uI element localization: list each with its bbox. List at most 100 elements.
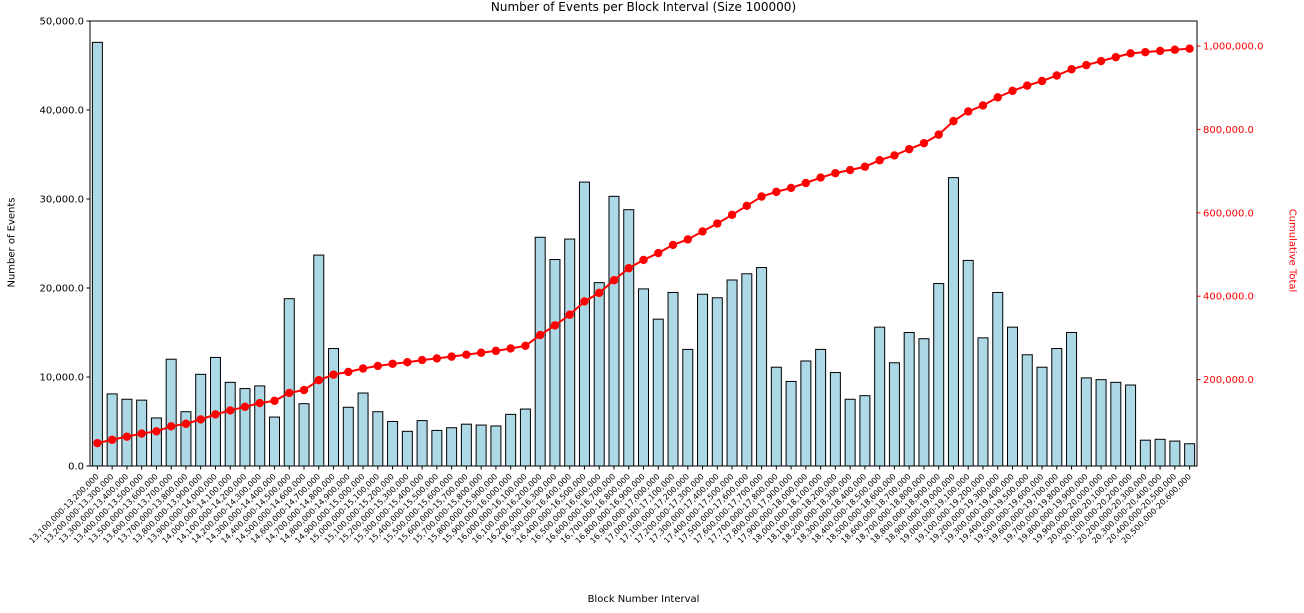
bar [593, 282, 605, 467]
bar [298, 403, 310, 467]
left-tick-label: 30,000.0 [39, 195, 84, 206]
left-tick-label: 0.0 [68, 462, 84, 473]
bar [1095, 379, 1107, 467]
bar [844, 398, 856, 467]
cumulative-point [757, 192, 766, 201]
cumulative-point [919, 138, 929, 148]
cumulative-point [949, 116, 958, 126]
cumulative-point [624, 264, 633, 273]
bar [947, 177, 959, 467]
bar [505, 413, 517, 467]
cumulative-point [580, 297, 589, 306]
bar [667, 291, 679, 467]
cumulative-point [299, 385, 309, 395]
cumulative-point [358, 364, 368, 373]
bar [977, 337, 989, 467]
cumulative-point [521, 341, 530, 350]
bar [372, 411, 384, 467]
bar [1080, 377, 1092, 467]
cumulative-point [1008, 86, 1017, 96]
bar [918, 338, 930, 467]
bar [283, 298, 295, 467]
bar [534, 236, 546, 467]
bar [416, 420, 428, 467]
cumulative-point [816, 173, 825, 182]
bar [1007, 326, 1018, 467]
bar [564, 238, 576, 467]
cumulative-point [639, 255, 648, 265]
bar [992, 291, 1004, 467]
cumulative-point [993, 93, 1002, 102]
cumulative-point [1023, 81, 1032, 90]
left-tick-label: 10,000.0 [39, 373, 84, 384]
left-tick-label: 50,000.0 [39, 17, 84, 28]
bar [328, 348, 340, 467]
cumulative-point [388, 359, 397, 369]
axes-frame [89, 20, 1198, 467]
cumulative-point [713, 219, 722, 228]
cumulative-point [550, 321, 560, 330]
cumulative-point [255, 398, 264, 408]
bar [888, 362, 900, 467]
cumulative-point [285, 388, 294, 398]
bar [490, 425, 502, 467]
bar [1051, 348, 1063, 467]
cumulative-point [181, 419, 191, 428]
cumulative-point [860, 162, 870, 171]
cumulative-point [875, 156, 884, 165]
cumulative-point [904, 144, 914, 154]
bar [697, 293, 709, 467]
cumulative-point [373, 361, 383, 371]
bar [254, 385, 266, 467]
bar [800, 360, 812, 467]
cumulative-point [506, 344, 515, 353]
bar [165, 358, 177, 467]
right-tick-label: 600,000.0 [1203, 208, 1254, 219]
bar [1021, 354, 1033, 467]
cumulative-point [654, 248, 663, 258]
cumulative-point [93, 438, 102, 448]
bar [475, 424, 487, 467]
bar [313, 254, 325, 467]
bar [638, 288, 649, 467]
bar [519, 408, 531, 467]
cumulative-point [137, 429, 146, 438]
bar [387, 421, 399, 467]
bar [741, 273, 753, 467]
cumulative-point [934, 130, 943, 139]
bar [1184, 443, 1196, 467]
cumulative-point [831, 168, 840, 178]
right-tick-label: 200,000.0 [1203, 375, 1254, 386]
cumulative-point [609, 276, 619, 285]
bar [785, 380, 797, 467]
bar [91, 41, 103, 467]
cumulative-point [432, 354, 442, 363]
cumulative-point [801, 178, 811, 188]
cumulative-point [668, 240, 678, 250]
cumulative-point [314, 375, 323, 385]
cumulative-point [1082, 60, 1091, 70]
bar [711, 297, 723, 467]
cumulative-point [772, 187, 781, 197]
bar [460, 423, 472, 467]
cumulative-point [890, 151, 899, 160]
bar [903, 332, 915, 467]
bar [859, 395, 871, 467]
bar [1110, 381, 1122, 467]
cumulative-point [226, 406, 235, 415]
bar [829, 372, 841, 467]
bar [770, 366, 782, 467]
cumulative-point [786, 183, 796, 193]
cumulative-point [107, 435, 117, 444]
cumulative-point [1185, 44, 1194, 53]
cumulative-point [1052, 71, 1061, 80]
cumulative-point [742, 201, 752, 211]
cumulative-point [240, 402, 250, 412]
cumulative-point [491, 346, 501, 356]
cumulative-point [978, 101, 988, 110]
bar [623, 209, 635, 467]
cumulative-point [403, 358, 412, 367]
chart-title: Number of Events per Block Interval (Siz… [490, 0, 797, 14]
cumulative-point [1037, 76, 1047, 86]
